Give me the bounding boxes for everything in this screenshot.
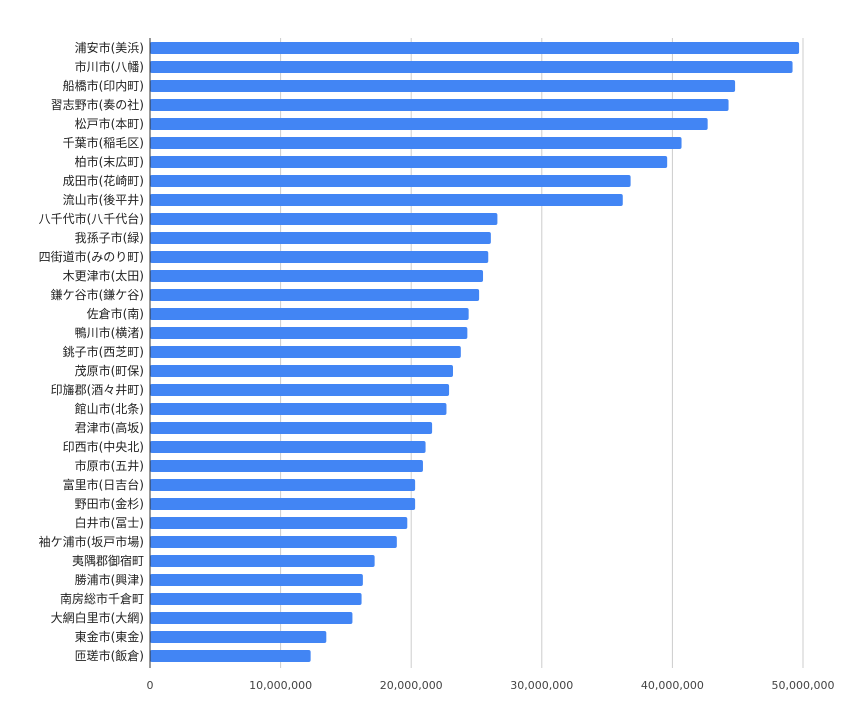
bar: [150, 498, 416, 510]
bar: [150, 346, 461, 358]
category-label: 茂原市(町保): [75, 363, 144, 378]
bar: [150, 365, 453, 377]
bar: [150, 42, 800, 54]
x-tick-label: 10,000,000: [249, 679, 312, 692]
x-tick-label: 30,000,000: [510, 679, 573, 692]
bar: [150, 574, 363, 586]
category-label: 千葉市(稲毛区): [63, 135, 144, 150]
category-label: 夷隅郡御宿町: [72, 553, 144, 568]
category-label: 君津市(高坂): [75, 420, 144, 435]
category-label: 印西市(中央北): [63, 439, 144, 454]
bar: [150, 156, 668, 168]
bar: [150, 631, 327, 643]
bar: [150, 137, 682, 149]
x-tick-label: 50,000,000: [772, 679, 835, 692]
category-label: 野田市(金杉): [75, 496, 144, 511]
bar: [150, 384, 450, 396]
category-label: 印旛郡(酒々井町): [51, 382, 144, 397]
bar: [150, 308, 469, 320]
bar: [150, 593, 362, 605]
bar: [150, 289, 480, 301]
bar: [150, 422, 433, 434]
x-axis-tick-labels: 0 10,000,000 20,000,000 30,000,000 40,000,00…: [147, 679, 835, 692]
x-tick-label: 40,000,000: [641, 679, 704, 692]
category-label: 成田市(花崎町): [63, 173, 144, 188]
category-label: 四街道市(みのり町): [39, 249, 144, 264]
category-label: 富里市(日吉台): [63, 477, 144, 492]
category-label: 勝浦市(興津): [75, 572, 144, 587]
bar: [150, 213, 498, 225]
bar: [150, 61, 793, 73]
category-label: 鎌ケ谷市(鎌ケ谷): [51, 287, 144, 302]
x-tick-label: 0: [147, 679, 154, 692]
category-label: 習志野市(奏の社): [51, 97, 144, 112]
category-label: 東金市(東金): [75, 629, 144, 644]
category-label: 南房総市千倉町: [60, 591, 144, 606]
x-tick-label: 20,000,000: [380, 679, 443, 692]
category-label: 我孫子市(緑): [75, 230, 144, 245]
bar: [150, 175, 631, 187]
category-label: 船橋市(印内町): [63, 78, 144, 93]
bar: [150, 118, 708, 130]
category-label: 袖ケ浦市(坂戸市場): [39, 534, 144, 549]
category-labels: 浦安市(美浜) 市川市(八幡) 船橋市(印内町) 習志野市(奏の社) 松戸市(本町) 千葉…: [39, 40, 144, 663]
category-label: 匝瑳市(飯倉): [75, 648, 144, 663]
bar: [150, 232, 491, 244]
category-label: 八千代市(八千代台): [39, 211, 144, 226]
bar: [150, 517, 408, 529]
category-label: 館山市(北条): [75, 401, 144, 416]
bar: [150, 555, 375, 567]
bars: [150, 42, 800, 662]
bar: [150, 99, 729, 111]
bar: [150, 251, 489, 263]
bar: [150, 403, 447, 415]
bar: [150, 80, 736, 92]
category-label: 流山市(後平井): [63, 192, 144, 207]
bar: [150, 441, 426, 453]
category-label: 大網白里市(大網): [51, 610, 144, 625]
category-label: 浦安市(美浜): [75, 40, 144, 55]
bar: [150, 460, 423, 472]
bar: [150, 270, 484, 282]
category-label: 市原市(五井): [75, 458, 144, 473]
category-label: 木更津市(太田): [63, 268, 144, 283]
category-label: 銚子市(西芝町): [63, 344, 144, 359]
bar: [150, 479, 416, 491]
category-label: 白井市(冨士): [75, 515, 144, 530]
category-label: 松戸市(本町): [75, 116, 144, 131]
bar: [150, 612, 353, 624]
bar: [150, 194, 623, 206]
category-label: 佐倉市(南): [87, 306, 144, 321]
bar: [150, 650, 311, 662]
category-label: 市川市(八幡): [75, 59, 144, 74]
bar: [150, 536, 397, 548]
category-label: 鴨川市(横渚): [75, 325, 144, 340]
category-label: 柏市(末広町): [75, 154, 144, 169]
bar: [150, 327, 468, 339]
